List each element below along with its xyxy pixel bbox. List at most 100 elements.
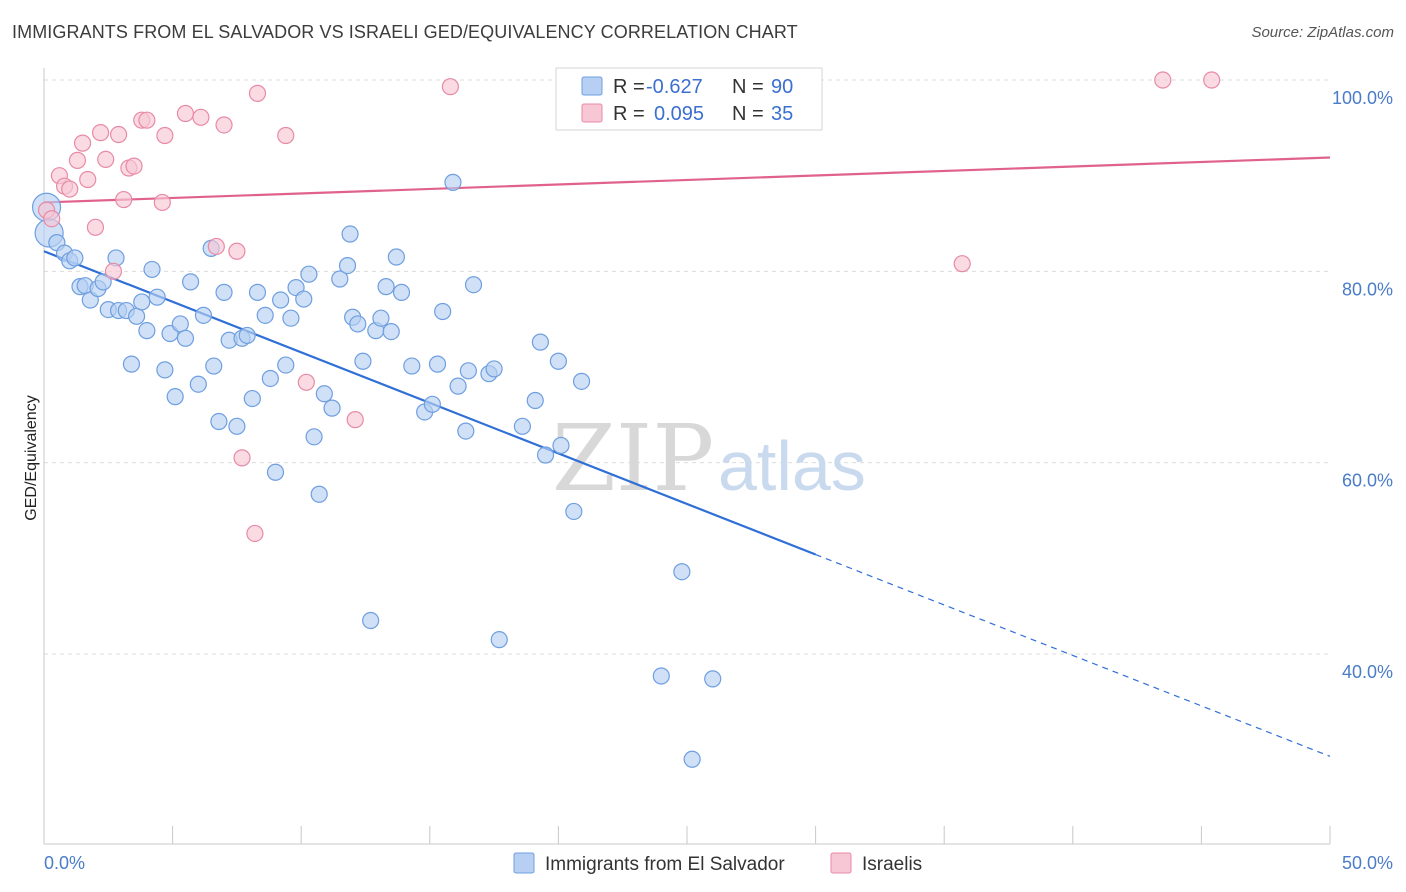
el-salvador-point-49	[310, 485, 328, 503]
el-salvador-point-28	[194, 306, 213, 324]
el-salvador-point-34	[228, 417, 246, 435]
israelis-point-28	[277, 126, 295, 145]
israelis-point-5	[68, 151, 87, 169]
israelis-point-12	[109, 125, 128, 144]
legend-label-el-salvador: Immigrants from El Salvador	[545, 854, 785, 875]
israelis-point-1	[43, 210, 61, 228]
el-salvador-point-43	[277, 356, 295, 374]
israelis-point-22	[207, 237, 225, 256]
israelis-point-11	[104, 262, 123, 280]
israelis-point-17	[138, 111, 156, 129]
el-salvador-point-30	[205, 357, 223, 375]
el-salvador-point-63	[387, 248, 405, 266]
el-salvador-point-77	[490, 631, 508, 649]
el-salvador-point-83	[552, 436, 570, 455]
el-salvador-point-60	[372, 309, 390, 327]
israelis-point-23	[215, 116, 233, 134]
el-salvador-point-82	[549, 352, 568, 370]
el-salvador-point-21	[156, 361, 174, 379]
stats-n-label-2: N =	[732, 103, 764, 125]
x-tick-label-0: 0.0%	[44, 853, 85, 873]
el-salvador-point-18	[138, 322, 156, 340]
y-tick-labels: 100.0% 80.0% 60.0% 40.0%	[1332, 88, 1393, 682]
el-salvador-point-50	[315, 385, 333, 403]
israelis-point-26	[246, 524, 264, 543]
stats-legend-swatch-pink	[581, 103, 603, 123]
el-salvador-point-80	[531, 333, 549, 351]
el-salvador-point-42	[272, 291, 290, 309]
el-salvador-point-62	[382, 323, 400, 341]
el-salvador-point-69	[434, 302, 452, 321]
el-salvador-point-78	[513, 417, 531, 435]
el-salvador-point-68	[428, 355, 447, 373]
watermark: ZIP atlas	[552, 405, 866, 512]
stats-r-value-1: -0.627	[646, 76, 703, 98]
el-salvador-point-25	[176, 329, 195, 347]
el-salvador-point-26	[182, 273, 200, 291]
stats-r-value-2: 0.095	[654, 103, 704, 125]
y-tick-label-2: 60.0%	[1342, 471, 1393, 491]
el-salvador-point-5	[66, 249, 84, 267]
el-salvador-point-10	[94, 273, 112, 291]
stats-legend-swatch-blue	[581, 76, 603, 96]
el-salvador-point-57	[354, 352, 372, 370]
el-salvador-point-87	[673, 563, 691, 581]
el-salvador-point-16	[127, 307, 146, 325]
el-salvador-point-44	[282, 309, 300, 327]
watermark-zip: ZIP	[552, 405, 714, 512]
el-salvador-point-88	[683, 750, 701, 768]
israelis-point-4	[61, 180, 79, 198]
el-salvador-point-47	[300, 265, 318, 283]
stats-n-value-2: 35	[771, 103, 793, 125]
israelis-point-24	[228, 242, 246, 260]
el-salvador-point-32	[215, 283, 233, 301]
israelis-point-29	[297, 373, 315, 391]
israelis-point-9	[91, 124, 110, 142]
x-tick-labels: 0.0% 50.0%	[44, 853, 1393, 873]
el-salvador-point-72	[457, 422, 475, 440]
series-legend: Immigrants from El Salvador Israelis	[513, 852, 922, 875]
el-salvador-point-17	[133, 293, 151, 311]
legend-swatch-israelis	[830, 852, 852, 874]
el-salvador-point-73	[459, 362, 477, 380]
source-label: Source: ZipAtlas.com	[1251, 24, 1394, 41]
israelis-point-21	[192, 108, 210, 126]
y-tick-label-1: 80.0%	[1342, 279, 1393, 299]
el-salvador-point-24	[171, 315, 189, 333]
israelis-point-7	[79, 170, 97, 189]
israelis-point-6	[73, 134, 92, 152]
el-salvador-point-53	[338, 256, 357, 275]
el-salvador-point-15	[122, 355, 141, 373]
israelis-point-25	[233, 449, 251, 467]
israelis-point-31	[441, 78, 459, 96]
x-tick-label-1: 50.0%	[1342, 853, 1393, 873]
el-salvador-point-84	[565, 502, 583, 521]
stats-r-label-1: R =	[613, 76, 645, 98]
israelis-point-18	[153, 193, 171, 212]
israelis-point-10	[97, 150, 115, 169]
israelis-point-30	[346, 411, 364, 429]
chart-title: IMMIGRANTS FROM EL SALVADOR VS ISRAELI G…	[12, 22, 798, 42]
el-salvador-point-89	[704, 670, 722, 688]
el-salvador-point-52	[331, 270, 349, 288]
el-salvador-point-79	[526, 391, 544, 410]
el-salvador-point-71	[449, 377, 467, 395]
el-salvador-point-39	[256, 306, 274, 324]
israelis-trend-line	[43, 156, 1331, 204]
el-salvador-point-38	[248, 283, 267, 301]
el-salvador-point-81	[536, 446, 555, 464]
el-salvador-point-37	[243, 389, 261, 408]
el-salvador-point-36	[238, 326, 256, 345]
israelis-point-27	[248, 84, 267, 102]
israelis-point-8	[86, 218, 105, 236]
el-salvador-point-86	[652, 667, 670, 685]
el-salvador-point-20	[148, 288, 166, 306]
el-salvador-point-67	[423, 395, 441, 413]
israelis-point-15	[125, 157, 143, 175]
el-salvador-point-46	[295, 290, 313, 308]
el-salvador-point-85	[572, 372, 591, 390]
israelis-point-34	[1203, 71, 1221, 89]
stats-legend: R = -0.627 N = 90 R = 0.095 N = 35	[555, 67, 823, 131]
israelis-point-13	[115, 190, 133, 209]
israelis-point-33	[1154, 71, 1172, 89]
